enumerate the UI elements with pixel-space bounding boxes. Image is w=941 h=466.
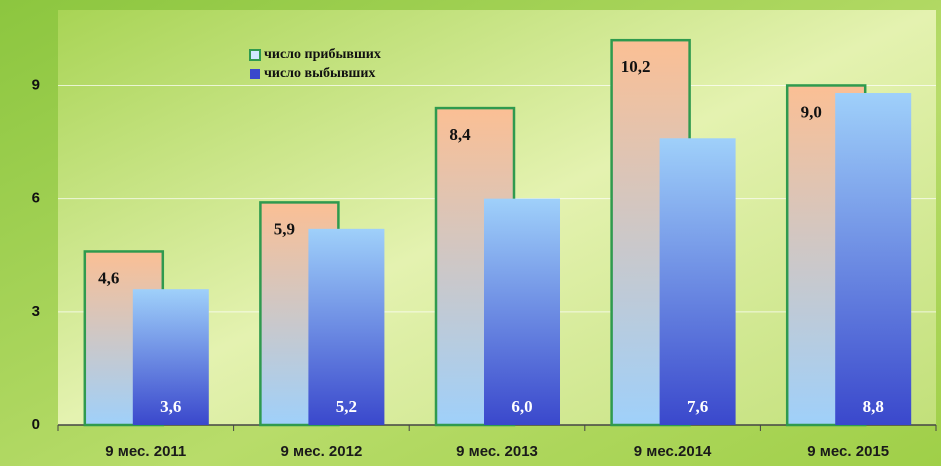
y-tick-label: 9 bbox=[32, 76, 40, 93]
x-tick-label: 9 мес. 2012 bbox=[281, 443, 363, 460]
x-tick-label: 9 мес. 2011 bbox=[105, 443, 186, 460]
legend-swatch bbox=[250, 69, 260, 79]
y-tick-label: 0 bbox=[32, 416, 40, 433]
legend-label: число выбывших bbox=[264, 66, 375, 81]
value-label: 5,2 bbox=[336, 397, 357, 416]
bar bbox=[659, 138, 736, 426]
bar bbox=[484, 198, 560, 425]
legend-swatch bbox=[249, 49, 261, 61]
value-label: 7,6 bbox=[687, 397, 708, 416]
x-tick-label: 9 мес. 2015 bbox=[807, 443, 889, 460]
x-tick-label: 9 мес.2014 bbox=[634, 443, 712, 460]
legend-label: число прибывших bbox=[264, 47, 381, 62]
value-label: 8,4 bbox=[449, 125, 471, 144]
value-label: 6,0 bbox=[511, 397, 532, 416]
value-label: 8,8 bbox=[863, 397, 884, 416]
value-label: 10,2 bbox=[621, 57, 651, 76]
bar bbox=[132, 289, 209, 425]
y-tick-label: 3 bbox=[32, 303, 40, 320]
value-label: 5,9 bbox=[274, 219, 295, 238]
value-label: 9,0 bbox=[801, 102, 822, 121]
y-tick-label: 6 bbox=[32, 190, 40, 207]
bar bbox=[835, 93, 912, 425]
value-label: 3,6 bbox=[160, 397, 181, 416]
value-label: 4,6 bbox=[98, 268, 119, 287]
x-tick-label: 9 мес. 2013 bbox=[456, 443, 538, 460]
bar bbox=[308, 228, 385, 425]
